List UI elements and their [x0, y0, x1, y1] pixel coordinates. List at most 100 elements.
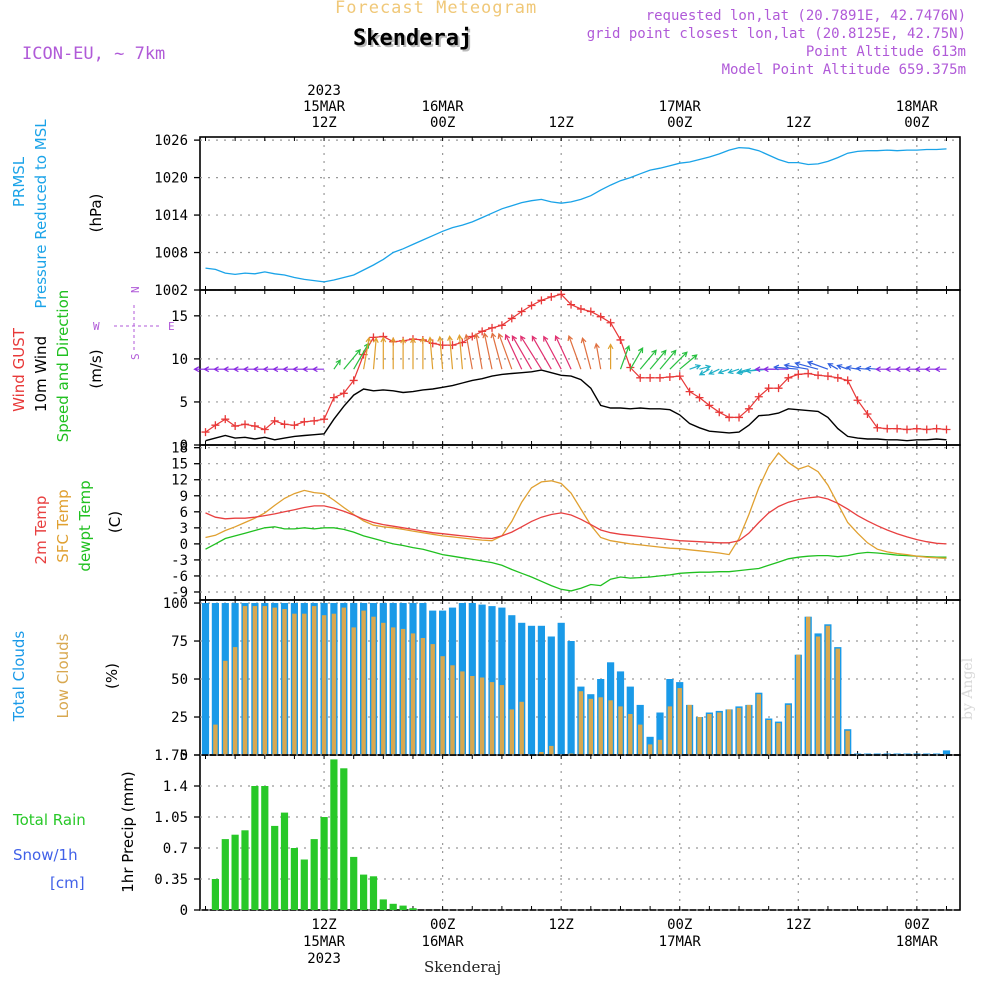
wind-arrow: [699, 364, 712, 371]
low-cloud-bar: [242, 606, 248, 755]
wind-arrow: [520, 335, 542, 370]
low-cloud-bar: [736, 707, 742, 755]
rain-bar: [379, 899, 387, 910]
low-cloud-bar: [697, 717, 702, 755]
low-cloud-bar: [677, 688, 682, 755]
total-cloud-bar: [557, 622, 565, 755]
temp-2m-line: [205, 496, 947, 545]
low-cloud-bar: [499, 685, 505, 755]
gust-marker: [557, 290, 566, 299]
y-tick-label: 25: [171, 710, 188, 726]
low-cloud-bar: [598, 697, 603, 755]
compass-cross: [114, 305, 160, 350]
low-cloud-bar: [400, 628, 406, 755]
low-cloud-bar: [707, 714, 712, 755]
rain-bar: [320, 817, 328, 910]
gust-marker: [497, 321, 506, 330]
y-tick-label: 15: [171, 457, 188, 473]
gust-marker: [626, 363, 635, 372]
gust-marker: [339, 389, 348, 398]
gust-marker: [784, 373, 793, 382]
low-cloud-bar: [638, 724, 643, 755]
low-cloud-bar: [825, 625, 831, 755]
y-tick-label: 0: [180, 537, 188, 553]
y-tick-label: 1.4: [163, 779, 188, 795]
wind-arrow: [363, 336, 372, 370]
wind-arrow: [343, 348, 361, 370]
label-dewpt-temp: dewpt Temp: [76, 480, 94, 571]
chart-title: Skenderaj: [353, 26, 473, 51]
y-tick-label: 75: [171, 634, 188, 650]
gust-marker: [221, 415, 230, 424]
y-tick-label: -6: [171, 569, 188, 585]
low-cloud-bar: [460, 671, 465, 755]
top-time-label: 12Z: [311, 115, 336, 131]
gust-marker: [893, 424, 902, 433]
panel-frame: [199, 444, 961, 601]
top-time-label: 00Z: [904, 115, 929, 131]
gust-marker: [280, 420, 289, 429]
low-cloud-bar: [509, 709, 514, 755]
chart-subtitle: Forecast Meteogram: [335, 0, 538, 18]
y-tick-label: 0: [180, 438, 188, 454]
rain-bar: [241, 830, 249, 910]
gust-marker: [250, 422, 259, 431]
wind-arrow: [794, 361, 819, 370]
low-cloud-bar: [835, 648, 840, 755]
gust-marker: [310, 416, 319, 425]
compass-n: N: [129, 286, 142, 293]
y-tick-label: 15: [171, 309, 188, 325]
wind-arrow: [762, 366, 789, 373]
gust-marker: [231, 422, 240, 431]
sfc-temp-line: [205, 452, 947, 559]
low-cloud-bar: [381, 622, 386, 755]
low-cloud-bar: [450, 665, 455, 755]
panel-clouds: 0 25 50 75 100: [163, 596, 961, 764]
gust-marker: [527, 301, 536, 310]
bottom-time-label: 15MAR: [303, 934, 346, 950]
bottom-time-label: 00Z: [430, 917, 455, 933]
wind-arrow: [390, 336, 397, 370]
top-time-label: 00Z: [667, 115, 692, 131]
wind-arrow: [580, 337, 592, 370]
gust-marker: [201, 428, 210, 437]
rain-bar: [409, 908, 417, 910]
label-celsius: (C): [106, 511, 124, 533]
low-cloud-bar: [647, 744, 653, 755]
gust-marker: [586, 307, 595, 316]
top-time-label: 16MAR: [422, 99, 465, 115]
top-time-label: 18MAR: [896, 99, 939, 115]
gust-marker: [932, 424, 941, 433]
y-tick-label: 18: [171, 441, 188, 457]
wind-arrow: [855, 365, 868, 372]
wind-arrow: [437, 335, 444, 370]
gust-marker: [596, 312, 605, 321]
panel-wind: 0 5 10 15: [171, 289, 961, 454]
y-tick-label: 1026: [154, 133, 188, 149]
gust-marker: [547, 292, 556, 301]
rain-bar: [231, 834, 239, 910]
low-cloud-bar: [618, 706, 623, 755]
y-tick-label: 9: [180, 489, 188, 505]
requested-location: requested lon,lat (20.7891E, 42.7476N): [645, 8, 966, 24]
rain-bar: [280, 812, 289, 910]
top-time-label: 12Z: [786, 115, 811, 131]
gust-marker: [478, 327, 487, 336]
wind-arrow: [473, 332, 483, 370]
rain-bar: [360, 874, 368, 910]
wind-arrow: [464, 333, 473, 370]
gust-marker: [567, 300, 576, 309]
low-cloud-bar: [479, 677, 485, 755]
top-time-label: 15MAR: [303, 99, 346, 115]
wind-arrow: [311, 366, 325, 373]
gust-marker: [537, 296, 546, 305]
wind-arrow: [783, 362, 809, 370]
gust-marker: [883, 424, 892, 433]
y-tick-label: 1.05: [154, 810, 188, 826]
gust-marker: [833, 373, 842, 382]
panel-pressure: 1002 1008 1014 1020 1026: [154, 133, 961, 299]
low-cloud-bar: [420, 638, 426, 755]
wind-arrow: [380, 336, 387, 370]
